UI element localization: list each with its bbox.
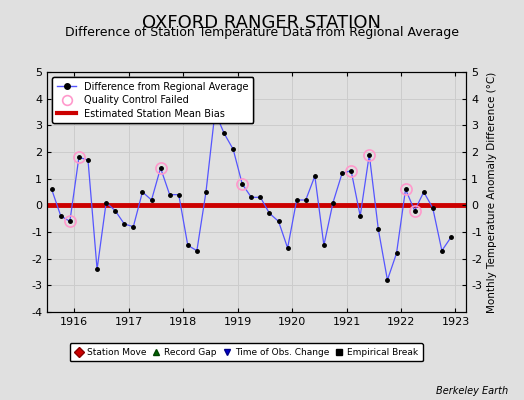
Text: Difference of Station Temperature Data from Regional Average: Difference of Station Temperature Data f… [65, 26, 459, 39]
Y-axis label: Monthly Temperature Anomaly Difference (°C): Monthly Temperature Anomaly Difference (… [486, 71, 497, 313]
Text: OXFORD RANGER STATION: OXFORD RANGER STATION [143, 14, 381, 32]
Legend: Difference from Regional Average, Quality Control Failed, Estimated Station Mean: Difference from Regional Average, Qualit… [52, 77, 254, 123]
Text: Berkeley Earth: Berkeley Earth [436, 386, 508, 396]
Legend: Station Move, Record Gap, Time of Obs. Change, Empirical Break: Station Move, Record Gap, Time of Obs. C… [70, 344, 423, 362]
